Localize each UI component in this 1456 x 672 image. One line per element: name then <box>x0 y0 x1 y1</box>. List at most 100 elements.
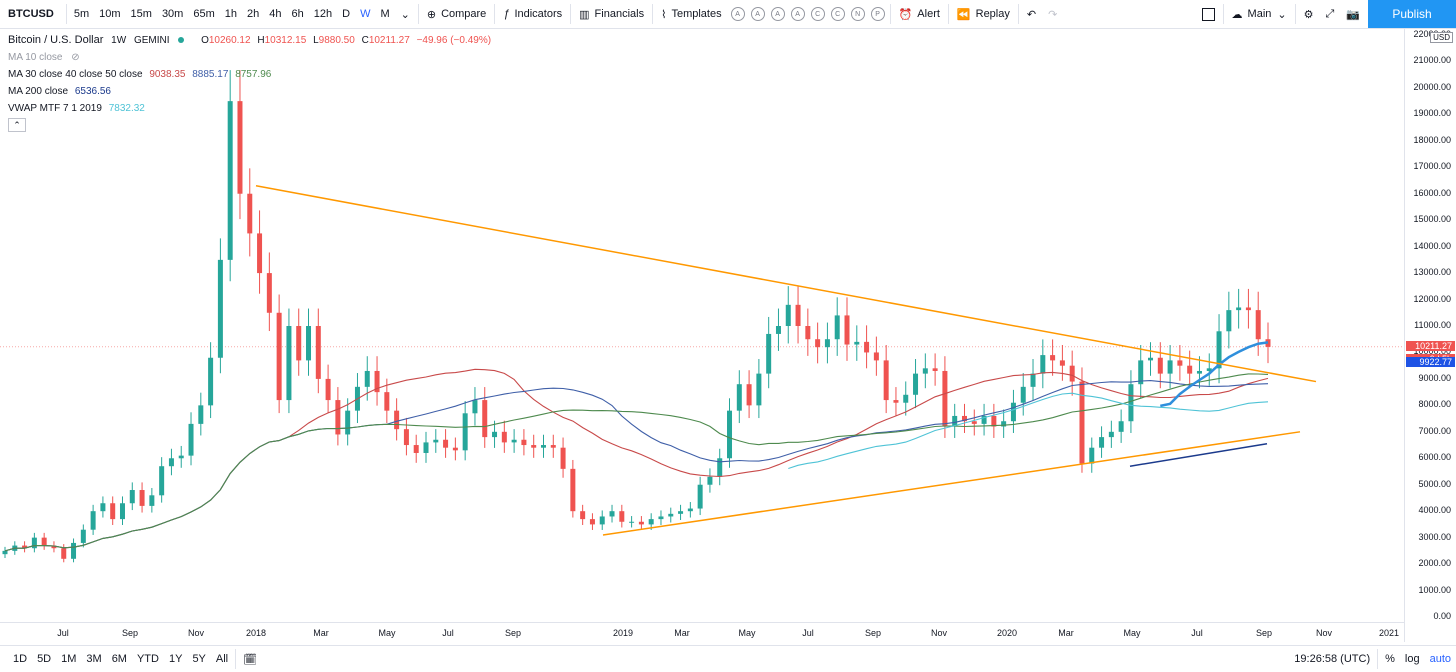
snapshot-button[interactable]: 📷 <box>1340 0 1366 28</box>
candle-body <box>599 516 605 525</box>
close-label: C <box>361 35 369 46</box>
alert-badge[interactable]: A <box>770 7 785 21</box>
candle-body <box>1099 437 1105 448</box>
alert-badge[interactable]: C <box>830 7 845 21</box>
plus-circle-icon: ⊕ <box>426 8 437 21</box>
candle-body <box>296 326 302 361</box>
time-axis[interactable]: Jul Sep Nov 2018 Mar May Jul Sep 2019 Mar May Jul Se… <box>0 622 1404 645</box>
ma-multi-label: MA 30 close 40 close 50 close <box>8 69 143 80</box>
price-tick-label: 7000.00 <box>1418 425 1451 436</box>
log-toggle[interactable]: log <box>1404 653 1420 665</box>
legend-ma200-row[interactable]: MA 200 close 6536.56 <box>8 83 491 100</box>
range-ytd[interactable]: YTD <box>136 653 159 665</box>
financials-button[interactable]: ▥ Financials <box>573 0 650 28</box>
goto-date-button[interactable]: 🗓 <box>238 653 262 666</box>
timeframe-4h[interactable]: 4h <box>269 8 282 20</box>
candle-body <box>119 503 125 520</box>
settings-button[interactable]: ⚙ <box>1298 0 1320 28</box>
timeframe-dropdown[interactable]: ⌄ <box>395 0 416 28</box>
compare-label: Compare <box>441 8 487 20</box>
candle-body <box>834 315 840 340</box>
timeframe-15m[interactable]: 15m <box>130 8 152 20</box>
timeframe-1h[interactable]: 1h <box>224 8 237 20</box>
percent-toggle[interactable]: % <box>1385 653 1395 665</box>
timeframe-d[interactable]: D <box>342 8 351 20</box>
price-axis[interactable]: 22000.0021000.0020000.0019000.0018000.00… <box>1404 28 1456 642</box>
eye-hidden-icon[interactable]: ⊘ <box>71 52 80 63</box>
legend-vwap-row[interactable]: VWAP MTF 7 1 2019 7832.32 <box>8 100 491 117</box>
range-5y[interactable]: 5Y <box>192 653 206 665</box>
time-tick-label: Nov <box>1315 628 1332 638</box>
publish-button[interactable]: Publish <box>1368 0 1456 28</box>
redo-icon: ↷ <box>1048 8 1058 21</box>
auto-toggle[interactable]: auto <box>1429 653 1451 665</box>
currency-badge[interactable]: USD <box>1430 32 1453 43</box>
redo-button[interactable]: ↷ <box>1042 0 1063 28</box>
fullscreen-button[interactable]: ⤢ <box>1319 0 1340 28</box>
candle-body <box>1206 368 1212 371</box>
range-3m[interactable]: 3M <box>86 653 102 665</box>
timeframe-12h[interactable]: 12h <box>313 8 333 20</box>
candle-body <box>687 508 693 512</box>
alert-badge[interactable]: A <box>750 7 765 21</box>
range-6m[interactable]: 6M <box>111 653 127 665</box>
legend-ma10-row[interactable]: MA 10 close ⊘ <box>8 49 491 66</box>
templates-icon: ⌇ <box>661 8 667 21</box>
replay-button[interactable]: ⏪ Replay <box>951 0 1016 28</box>
date-range-list: 1D 5D 1M 3M 6M YTD 1Y 5Y All <box>0 653 233 665</box>
timeframe-10m[interactable]: 10m <box>99 8 121 20</box>
candle-body <box>580 511 586 520</box>
range-all[interactable]: All <box>215 653 229 665</box>
alert-button[interactable]: ⏰ Alert <box>893 0 946 28</box>
alert-badge[interactable]: A <box>790 7 805 21</box>
candle-body <box>658 516 664 520</box>
candle-body <box>854 341 860 345</box>
undo-button[interactable]: ↶ <box>1021 0 1042 28</box>
candle-body <box>1196 370 1202 374</box>
indicators-button[interactable]: ƒ Indicators <box>497 0 568 28</box>
alert-badge[interactable]: P <box>870 7 885 21</box>
range-1d[interactable]: 1D <box>13 653 28 665</box>
candle-body <box>717 458 723 477</box>
clock[interactable]: 19:26:58 (UTC) <box>1294 653 1371 665</box>
templates-button[interactable]: ⌇ Templates <box>655 0 728 28</box>
alert-badge[interactable]: A <box>730 7 745 21</box>
timeframe-w[interactable]: W <box>360 8 371 20</box>
candle-body <box>805 326 811 340</box>
time-tick-label: May <box>738 628 756 638</box>
candle-body <box>413 445 419 453</box>
candle-body <box>531 445 537 448</box>
candle-body <box>325 378 331 401</box>
fullscreen-layout-button[interactable] <box>1196 0 1221 28</box>
timeframe-5m[interactable]: 5m <box>73 8 90 20</box>
collapse-legend-button[interactable]: ⌃ <box>8 118 26 132</box>
candle-body <box>795 304 801 326</box>
timeframe-30m[interactable]: 30m <box>161 8 184 20</box>
candle-body <box>1177 360 1183 366</box>
candle-body <box>678 511 684 514</box>
alert-badge[interactable]: N <box>850 7 865 21</box>
compare-button[interactable]: ⊕ Compare <box>421 0 492 28</box>
timeframe-65m[interactable]: 65m <box>193 8 215 20</box>
alert-badge[interactable]: C <box>810 7 825 21</box>
trendline-lower <box>602 431 1301 536</box>
interval-label: 1W <box>111 35 127 46</box>
candle-body <box>619 511 625 522</box>
symbol-search[interactable]: BTCUSD <box>8 8 54 20</box>
range-1y[interactable]: 1Y <box>168 653 183 665</box>
price-tick-label: 16000.00 <box>1413 187 1451 198</box>
chevron-down-icon: ⌄ <box>1277 8 1287 21</box>
range-5d[interactable]: 5D <box>37 653 52 665</box>
legend-ma-multi-row[interactable]: MA 30 close 40 close 50 close 9038.35 88… <box>8 66 491 83</box>
candle-body <box>22 545 28 549</box>
candle-body <box>90 511 96 530</box>
layout-selector[interactable]: ☁ Main ⌄ <box>1226 0 1293 28</box>
price-chart[interactable] <box>0 28 1404 642</box>
timeframe-6h[interactable]: 6h <box>291 8 304 20</box>
timeframe-m[interactable]: M <box>380 8 390 20</box>
candle-body <box>168 458 174 467</box>
range-1m[interactable]: 1M <box>61 653 77 665</box>
ma30-line <box>4 368 1269 552</box>
candle-body <box>1030 373 1036 387</box>
timeframe-2h[interactable]: 2h <box>247 8 260 20</box>
